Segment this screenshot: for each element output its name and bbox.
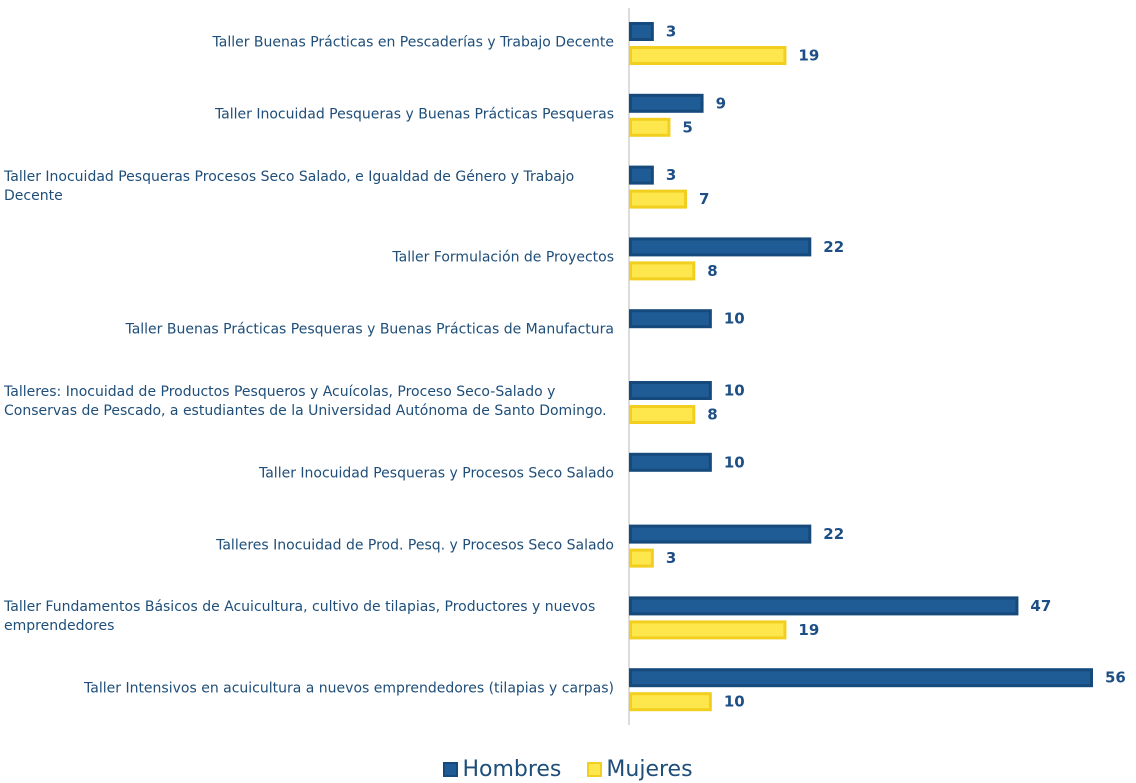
category-text: Taller Inocuidad Pesqueras Procesos Seco… bbox=[4, 168, 575, 204]
category-text: Talleres: Inocuidad de Productos Pesquer… bbox=[4, 384, 607, 419]
category-text: Taller Buenas Prácticas en Pescaderías y… bbox=[212, 34, 614, 51]
legend-item: Mujeres bbox=[587, 757, 693, 782]
category-label: Talleres: Inocuidad de Productos Pesquer… bbox=[4, 383, 614, 421]
bar bbox=[629, 524, 812, 544]
category-text: Taller Buenas Prácticas Pesqueras y Buen… bbox=[125, 321, 614, 338]
category-text: Taller Intensivos en acuicultura a nuevo… bbox=[84, 680, 614, 697]
value-label: 10 bbox=[724, 310, 745, 328]
legend-item: Hombres bbox=[443, 757, 561, 782]
category-label: Taller Fundamentos Básicos de Acuicultur… bbox=[4, 598, 614, 636]
legend-label: Mujeres bbox=[606, 757, 693, 782]
category-text: Talleres Inocuidad de Prod. Pesq. y Proc… bbox=[216, 537, 614, 554]
bar bbox=[629, 117, 671, 137]
value-label: 3 bbox=[666, 166, 676, 184]
bar bbox=[629, 165, 654, 185]
category-label: Taller Inocuidad Pesqueras Procesos Seco… bbox=[4, 168, 614, 206]
bar bbox=[629, 405, 696, 424]
category-label: Taller Buenas Prácticas en Pescaderías y… bbox=[4, 34, 614, 53]
value-label: 10 bbox=[724, 453, 745, 471]
value-label: 8 bbox=[707, 262, 717, 280]
bar bbox=[629, 452, 712, 472]
category-label: Taller Intensivos en acuicultura a nuevo… bbox=[4, 680, 614, 699]
value-label: 10 bbox=[724, 693, 745, 711]
category-label: Talleres Inocuidad de Prod. Pesq. y Proc… bbox=[4, 536, 614, 555]
bar bbox=[629, 692, 712, 712]
value-label: 19 bbox=[798, 621, 819, 639]
value-label: 10 bbox=[724, 382, 745, 400]
bar bbox=[629, 261, 696, 281]
value-label: 3 bbox=[666, 549, 676, 567]
value-label: 9 bbox=[716, 94, 726, 112]
legend: Hombres Mujeres bbox=[0, 757, 1136, 782]
bar bbox=[629, 309, 712, 329]
category-text: Taller Inocuidad Pesqueras y Buenas Prác… bbox=[214, 106, 614, 123]
category-text: Taller Formulación de Proyectos bbox=[392, 249, 614, 266]
bar bbox=[629, 22, 654, 41]
category-text: Taller Fundamentos Básicos de Acuicultur… bbox=[4, 599, 596, 635]
plot: 3 19 9 5 3 7 22 8 10 10 8 10 22 3 47 19 56 10 bbox=[628, 8, 1126, 725]
value-label: 8 bbox=[707, 406, 717, 424]
category-label: Taller Inocuidad Pesqueras y Buenas Prác… bbox=[4, 105, 614, 124]
bar bbox=[629, 93, 704, 113]
value-label: 7 bbox=[699, 190, 709, 208]
bar bbox=[629, 46, 787, 65]
value-label: 47 bbox=[1030, 597, 1051, 615]
value-label: 22 bbox=[823, 238, 844, 256]
category-label: Taller Inocuidad Pesqueras y Procesos Se… bbox=[4, 464, 614, 483]
bar bbox=[629, 596, 1019, 616]
category-label: Taller Buenas Prácticas Pesqueras y Buen… bbox=[4, 321, 614, 340]
value-label: 3 bbox=[666, 23, 676, 41]
bar bbox=[629, 189, 687, 209]
category-text: Taller Inocuidad Pesqueras y Procesos Se… bbox=[258, 465, 614, 482]
value-label: 56 bbox=[1105, 669, 1126, 687]
bar bbox=[629, 620, 787, 640]
value-label: 5 bbox=[682, 118, 692, 136]
value-label: 19 bbox=[798, 47, 819, 65]
bar bbox=[629, 237, 812, 257]
value-label: 22 bbox=[823, 525, 844, 543]
bar bbox=[629, 668, 1093, 688]
legend-swatch bbox=[587, 762, 603, 777]
bar bbox=[629, 381, 712, 400]
legend-label: Hombres bbox=[462, 757, 562, 782]
bar bbox=[629, 548, 654, 568]
legend-swatch bbox=[443, 762, 459, 777]
category-label: Taller Formulación de Proyectos bbox=[4, 249, 614, 268]
